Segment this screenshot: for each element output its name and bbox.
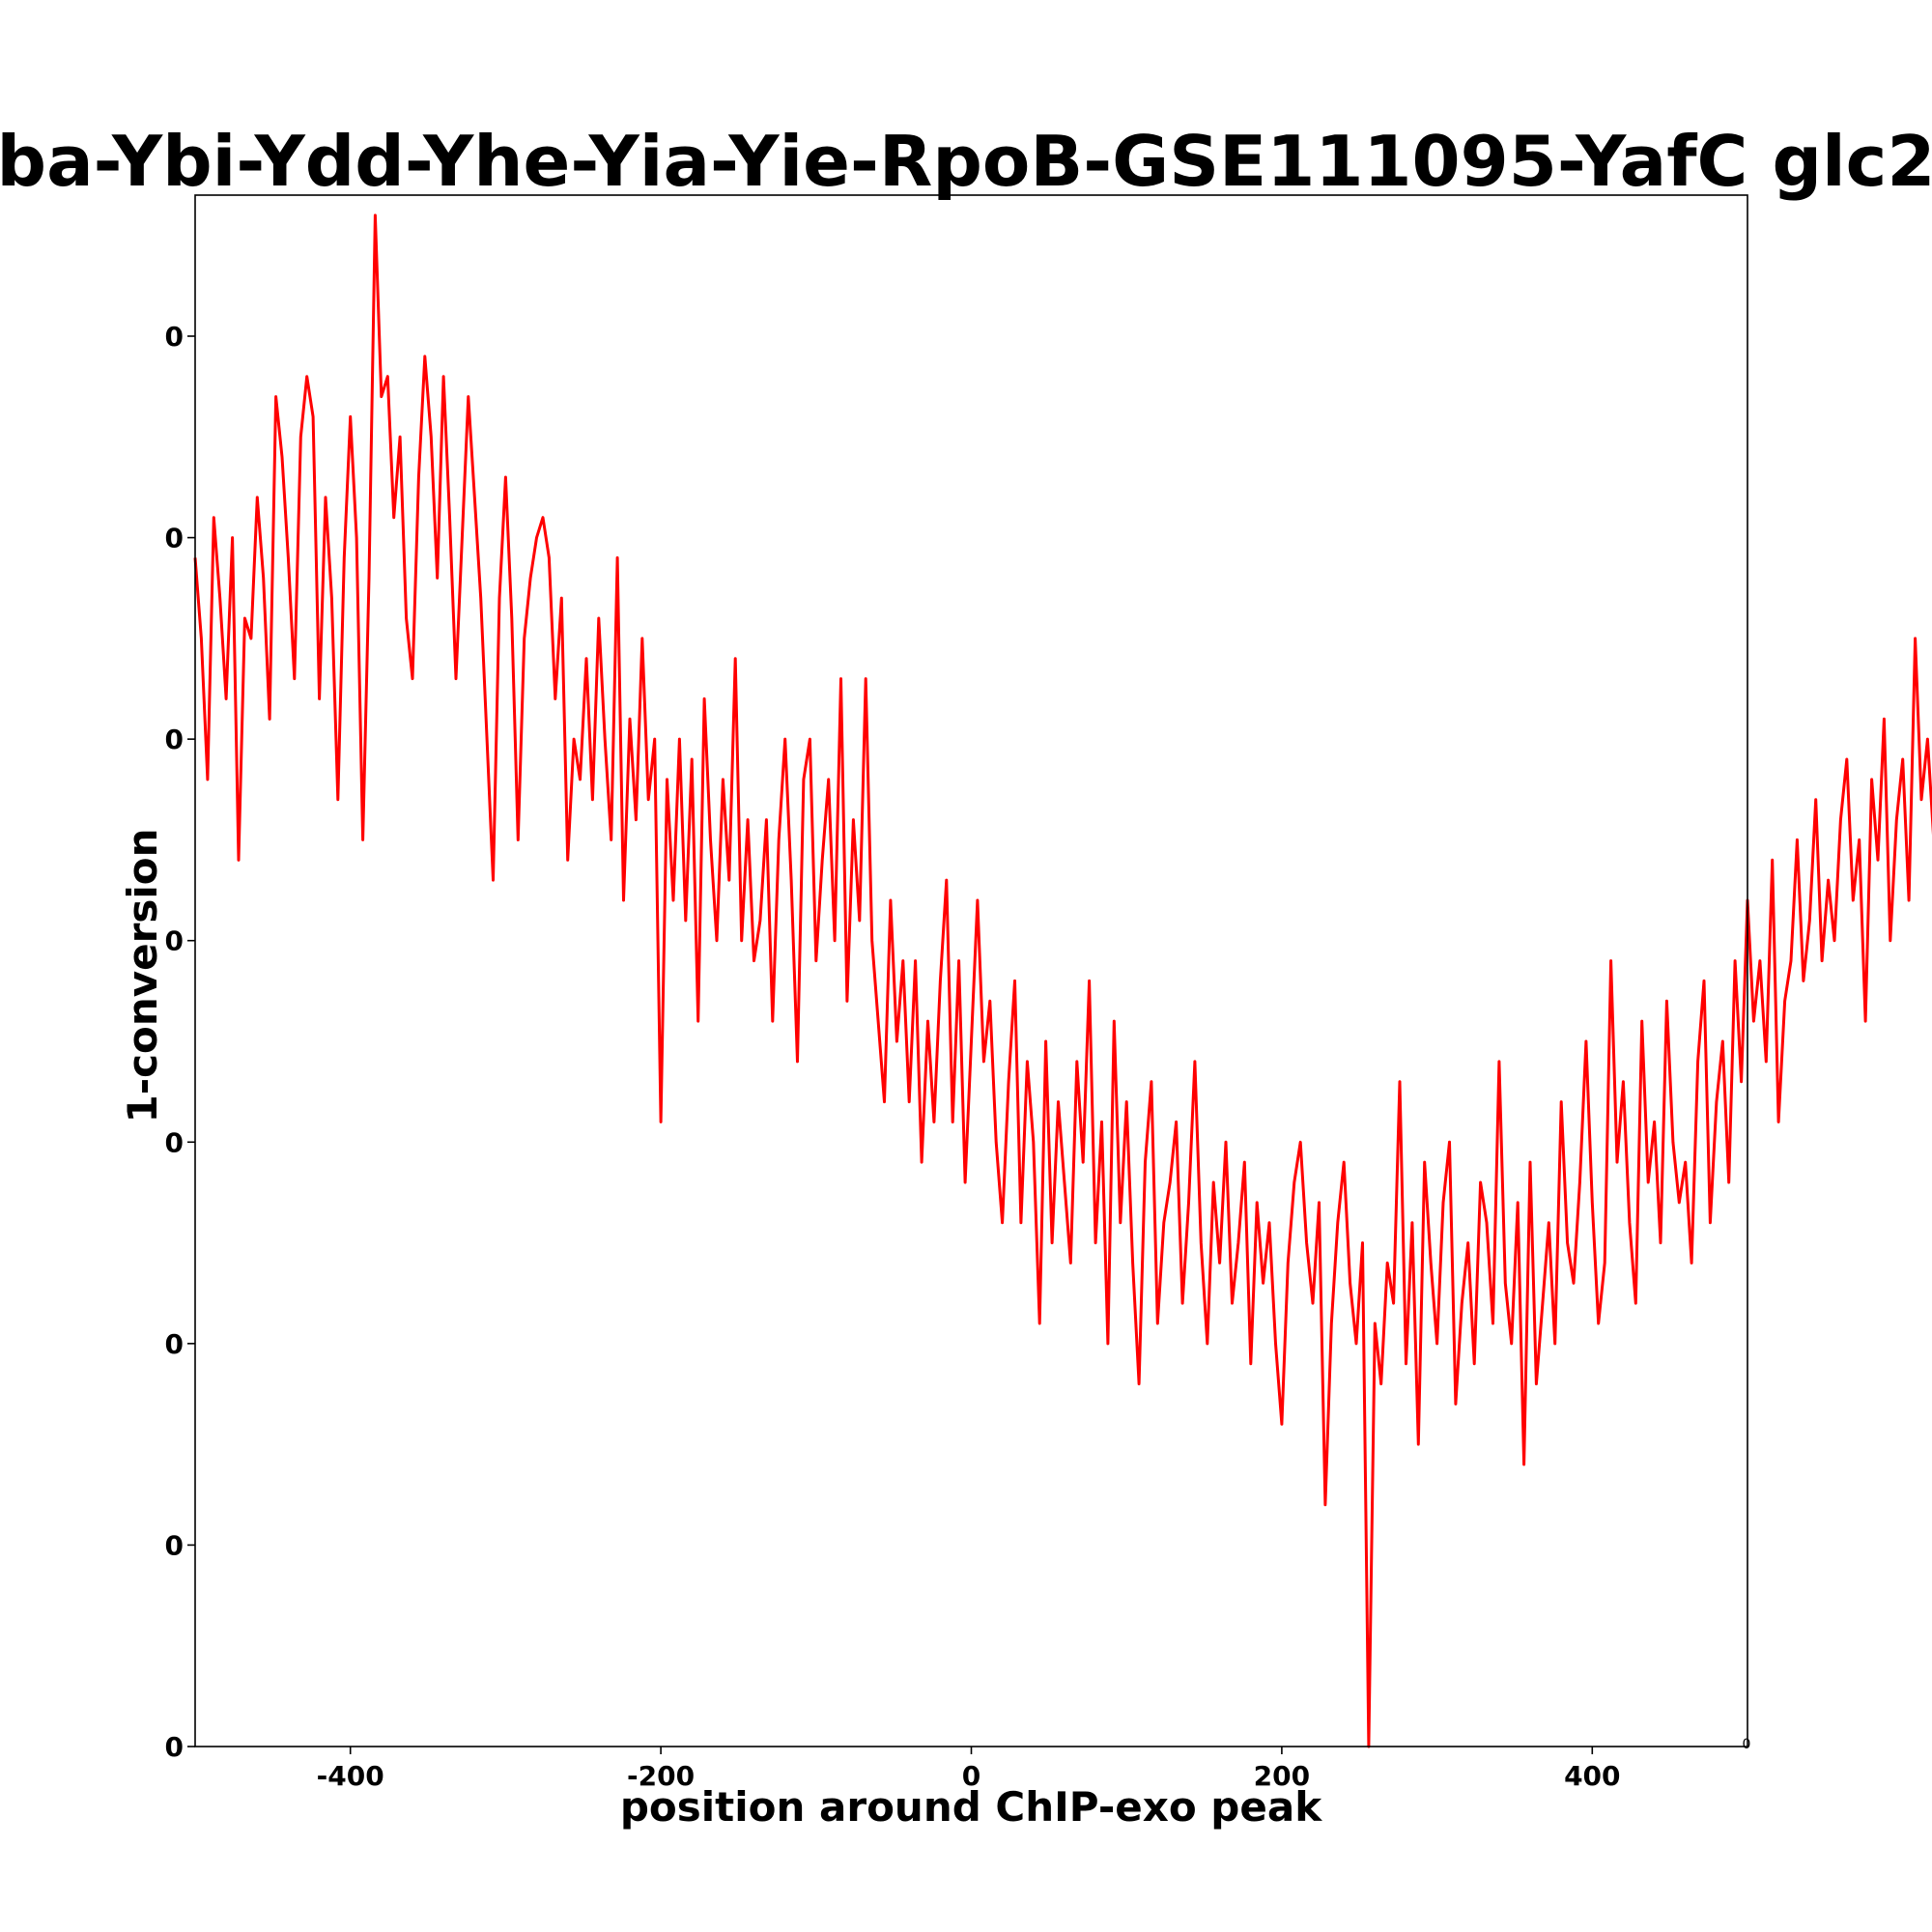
y-tick-label: 0 (165, 1529, 184, 1561)
y-tick-label: 0 (165, 1731, 184, 1763)
series-line-0 (193, 213, 1932, 1748)
y-tick-label: 0 (165, 523, 184, 554)
x-edge-tick-label: 0 (1743, 1737, 1751, 1752)
y-axis-label: 1-conversion (119, 828, 166, 1122)
x-tick-label: 0 (962, 1760, 980, 1792)
plot-frame (194, 194, 1748, 1747)
x-tick-label: 200 (1254, 1760, 1310, 1792)
y-tick-label: 0 (165, 925, 184, 957)
plot-area: -400 -200 0 200 400 0 0 0 0 0 0 0 0 0 (165, 194, 1932, 1792)
y-axis-ticks: 0 0 0 0 0 0 0 0 (165, 321, 195, 1763)
chart-title: ba-Ybi-Ydd-Yhe-Yia-Yie-RpoB-GSE111095-Ya… (0, 121, 1932, 202)
y-tick-label: 0 (165, 724, 184, 755)
y-tick-label: 0 (165, 1328, 184, 1360)
series-layer (193, 213, 1932, 1748)
y-tick-label: 0 (165, 1126, 184, 1158)
y-tick-label: 0 (165, 321, 184, 353)
x-axis-ticks: -400 -200 0 200 400 (317, 1747, 1621, 1792)
x-axis-label: position around ChIP-exo peak (620, 1783, 1322, 1831)
x-tick-label: -200 (627, 1760, 695, 1792)
x-tick-label: -400 (317, 1760, 384, 1792)
x-tick-label: 400 (1564, 1760, 1620, 1792)
